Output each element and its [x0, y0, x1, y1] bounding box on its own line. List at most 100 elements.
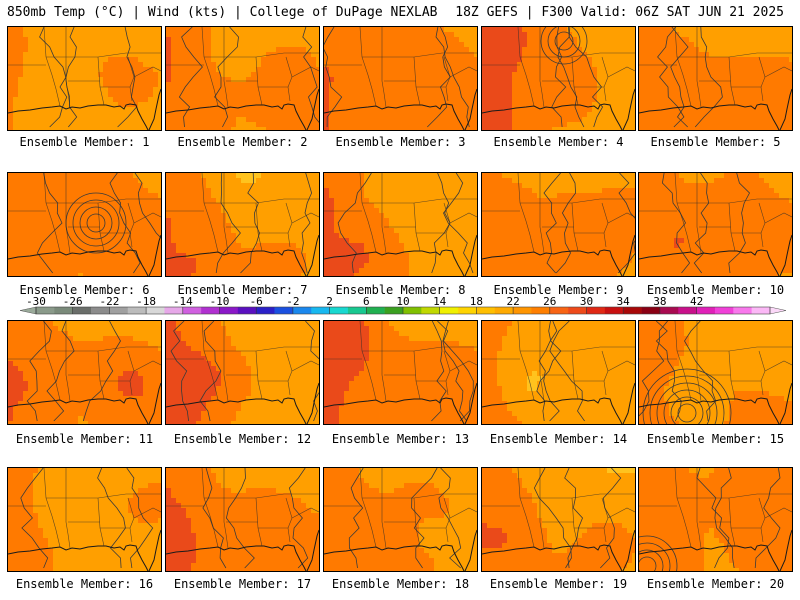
temperature-cell — [349, 27, 355, 33]
temperature-cell — [148, 258, 154, 264]
temperature-cell — [532, 67, 538, 73]
temperature-cell — [33, 52, 39, 58]
temperature-cell — [607, 62, 613, 68]
temperature-cell — [469, 112, 475, 118]
temperature-cell — [261, 77, 267, 83]
temperature-cell — [344, 92, 350, 98]
temperature-cell — [389, 32, 395, 38]
temperature-cell — [93, 32, 99, 38]
temperature-cell — [562, 97, 568, 103]
temperature-cell — [88, 97, 94, 103]
temperature-cell — [58, 253, 64, 259]
ensemble-member-label: Ensemble Member: 2 — [177, 135, 308, 149]
temperature-cell — [18, 268, 24, 274]
temperature-cell — [246, 218, 252, 224]
temperature-cell — [176, 273, 182, 276]
state-boundary — [674, 27, 692, 107]
temperature-cell — [684, 97, 690, 103]
temperature-cell — [449, 32, 455, 38]
temperature-cell — [153, 42, 159, 48]
temperature-cell — [384, 97, 390, 103]
temperature-cell — [28, 203, 34, 209]
temperature-cell — [236, 233, 242, 239]
temperature-cell — [13, 233, 19, 239]
temperature-cell — [38, 27, 44, 33]
temperature-cell — [724, 27, 730, 33]
temperature-cell — [649, 47, 655, 53]
temperature-cell — [354, 82, 360, 88]
temperature-cell — [98, 268, 104, 274]
temperature-cell — [171, 77, 177, 83]
temperature-cell — [409, 72, 415, 78]
temperature-field — [8, 27, 161, 130]
temperature-cell — [18, 127, 24, 130]
temperature-cell — [399, 183, 405, 189]
temperature-cell — [454, 203, 460, 209]
temperature-cell — [48, 77, 54, 83]
temperature-cell — [176, 213, 182, 219]
temperature-cell — [236, 92, 242, 98]
temperature-cell — [206, 238, 212, 244]
temperature-cell — [311, 82, 317, 88]
temperature-cell — [23, 188, 29, 194]
temperature-cell — [429, 102, 435, 108]
temperature-cell — [43, 107, 49, 113]
temperature-cell — [68, 92, 74, 98]
temperature-cell — [128, 117, 134, 123]
temperature-cell — [28, 122, 34, 128]
temperature-cell — [612, 72, 618, 78]
temperature-cell — [577, 87, 583, 93]
temperature-cell — [211, 228, 217, 234]
temperature-cell — [404, 218, 410, 224]
temperature-cell — [286, 258, 292, 264]
temperature-cell — [201, 67, 207, 73]
temperature-cell — [389, 208, 395, 214]
temperature-cell — [547, 112, 553, 118]
temperature-cell — [349, 193, 355, 199]
temperature-cell — [286, 122, 292, 128]
temperature-cell — [78, 223, 84, 229]
gulf-coastline — [8, 103, 149, 130]
temperature-cell — [394, 213, 400, 219]
temperature-cell — [281, 243, 287, 249]
temperature-cell — [359, 117, 365, 123]
temperature-cell — [143, 67, 149, 73]
temperature-cell — [261, 213, 267, 219]
temperature-cell — [764, 57, 770, 63]
temperature-cell — [587, 32, 593, 38]
temperature-cell — [552, 127, 558, 130]
temperature-cell — [301, 173, 307, 179]
temperature-cell — [552, 27, 558, 33]
atlantic-coastline — [622, 88, 635, 130]
temperature-cell — [18, 258, 24, 264]
temperature-cell — [153, 183, 159, 189]
temperature-cell — [394, 178, 400, 184]
temperature-cell — [63, 117, 69, 123]
temperature-cell — [789, 127, 792, 130]
temperature-cell — [123, 82, 129, 88]
temperature-cell — [73, 37, 79, 43]
temperature-cell — [699, 37, 705, 43]
temperature-cell — [38, 117, 44, 123]
temperature-cell — [759, 127, 765, 130]
temperature-cell — [281, 87, 287, 93]
temperature-cell — [301, 117, 307, 123]
temperature-cell — [158, 193, 161, 199]
temperature-cell — [58, 268, 64, 274]
temperature-cell — [256, 67, 262, 73]
temperature-cell — [38, 268, 44, 274]
temperature-cell — [714, 97, 720, 103]
temperature-cell — [266, 248, 272, 254]
temperature-cell — [43, 228, 49, 234]
temperature-cell — [98, 117, 104, 123]
temperature-cell — [379, 112, 385, 118]
temperature-field — [166, 27, 319, 130]
temperature-cell — [211, 238, 217, 244]
temperature-cell — [497, 52, 503, 58]
temperature-cell — [404, 203, 410, 209]
temperature-cell — [567, 117, 573, 123]
temperature-cell — [201, 223, 207, 229]
temperature-cell — [547, 27, 553, 33]
temperature-cell — [639, 32, 645, 38]
temperature-cell — [73, 268, 79, 274]
